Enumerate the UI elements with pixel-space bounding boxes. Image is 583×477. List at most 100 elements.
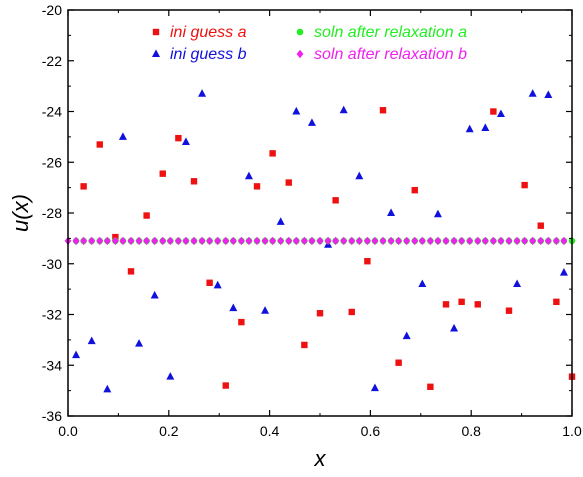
data-point bbox=[135, 236, 143, 246]
data-point bbox=[537, 236, 545, 246]
data-point bbox=[553, 298, 560, 306]
data-point bbox=[166, 236, 174, 246]
legend-label: soln after relaxation b bbox=[314, 46, 467, 63]
data-point bbox=[560, 236, 568, 246]
data-point bbox=[292, 236, 300, 246]
data-point bbox=[181, 137, 190, 145]
data-point bbox=[159, 170, 166, 177]
y-tick-label: -22 bbox=[42, 53, 62, 69]
y-tick-label: -20 bbox=[42, 2, 62, 18]
x-tick-label: 0.4 bbox=[260, 423, 280, 439]
data-point bbox=[340, 236, 348, 246]
legend-marker bbox=[296, 28, 304, 36]
data-point bbox=[395, 236, 403, 246]
data-point bbox=[332, 236, 340, 246]
data-point bbox=[513, 279, 522, 288]
data-point bbox=[214, 236, 222, 246]
data-point bbox=[245, 236, 253, 246]
series-2 bbox=[72, 89, 568, 393]
data-point bbox=[276, 217, 285, 225]
data-point bbox=[80, 236, 88, 246]
data-point bbox=[213, 280, 222, 289]
data-point bbox=[411, 236, 419, 246]
data-point bbox=[465, 124, 474, 133]
y-tick-label: -36 bbox=[42, 408, 62, 424]
data-point bbox=[244, 171, 253, 180]
data-point bbox=[544, 90, 553, 99]
data-point bbox=[529, 236, 537, 246]
y-tick-label: -26 bbox=[42, 154, 62, 170]
data-point bbox=[206, 279, 213, 286]
y-tick-label: -32 bbox=[42, 307, 62, 323]
data-point bbox=[355, 236, 363, 246]
data-point bbox=[450, 323, 459, 332]
legend-label: soln after relaxation a bbox=[314, 24, 467, 41]
data-point bbox=[237, 236, 245, 246]
data-point bbox=[355, 171, 364, 180]
data-point bbox=[458, 298, 465, 306]
data-point bbox=[434, 236, 442, 246]
data-point bbox=[474, 301, 481, 308]
data-point bbox=[80, 183, 87, 190]
data-point bbox=[175, 134, 182, 142]
x-tick-label: 0.6 bbox=[361, 423, 381, 439]
data-point bbox=[150, 290, 159, 299]
data-point bbox=[300, 236, 308, 246]
data-point bbox=[261, 236, 269, 246]
data-point bbox=[433, 209, 442, 218]
y-axis-title: u(x) bbox=[8, 194, 33, 232]
data-point bbox=[418, 236, 426, 246]
data-point bbox=[418, 279, 427, 288]
data-point bbox=[513, 236, 521, 246]
data-point bbox=[387, 208, 396, 216]
data-point bbox=[348, 308, 355, 316]
legend-marker bbox=[152, 49, 160, 57]
y-tick-label: -34 bbox=[42, 357, 62, 373]
data-point bbox=[489, 236, 497, 246]
y-tick-label: -24 bbox=[42, 104, 62, 120]
data-point bbox=[222, 236, 230, 246]
data-point bbox=[496, 109, 505, 118]
data-point bbox=[481, 236, 489, 246]
data-point bbox=[103, 384, 112, 393]
data-point bbox=[387, 236, 395, 246]
data-point bbox=[269, 236, 277, 246]
data-point bbox=[229, 303, 238, 312]
data-point bbox=[332, 197, 339, 204]
data-point bbox=[339, 105, 348, 114]
data-point bbox=[528, 89, 537, 97]
data-point bbox=[474, 236, 482, 246]
data-point bbox=[521, 236, 529, 246]
data-point bbox=[324, 236, 332, 246]
data-point bbox=[370, 383, 379, 392]
data-point bbox=[521, 181, 528, 189]
data-point bbox=[182, 236, 190, 246]
data-point bbox=[206, 236, 214, 246]
data-point bbox=[497, 236, 505, 246]
x-axis-title: x bbox=[314, 446, 327, 471]
data-point bbox=[72, 350, 81, 359]
y-tick-label: -30 bbox=[42, 256, 62, 272]
data-point bbox=[118, 132, 127, 140]
series-4 bbox=[64, 236, 568, 246]
data-point bbox=[505, 236, 513, 246]
data-point bbox=[316, 236, 324, 246]
data-point bbox=[96, 141, 103, 148]
x-tick-label: 0.0 bbox=[58, 423, 78, 439]
data-point bbox=[127, 236, 135, 246]
data-point bbox=[135, 339, 144, 347]
data-point bbox=[292, 106, 301, 115]
data-point bbox=[96, 236, 104, 246]
data-point bbox=[301, 341, 308, 349]
legend-marker bbox=[152, 28, 160, 36]
axes: 0.0 0.2 0.4 0.6 0.8 1.0 -20 -22 -24 -26 -28 -30 -32 -… bbox=[42, 2, 582, 439]
data-point bbox=[143, 212, 150, 219]
legend: ini guess a ini guess b soln after relaxat… bbox=[152, 24, 467, 63]
data-point bbox=[552, 236, 560, 246]
data-point bbox=[466, 236, 474, 246]
data-point bbox=[426, 236, 434, 246]
data-point bbox=[143, 236, 151, 246]
data-point bbox=[559, 268, 568, 276]
data-point bbox=[285, 179, 292, 186]
data-point bbox=[363, 236, 371, 246]
